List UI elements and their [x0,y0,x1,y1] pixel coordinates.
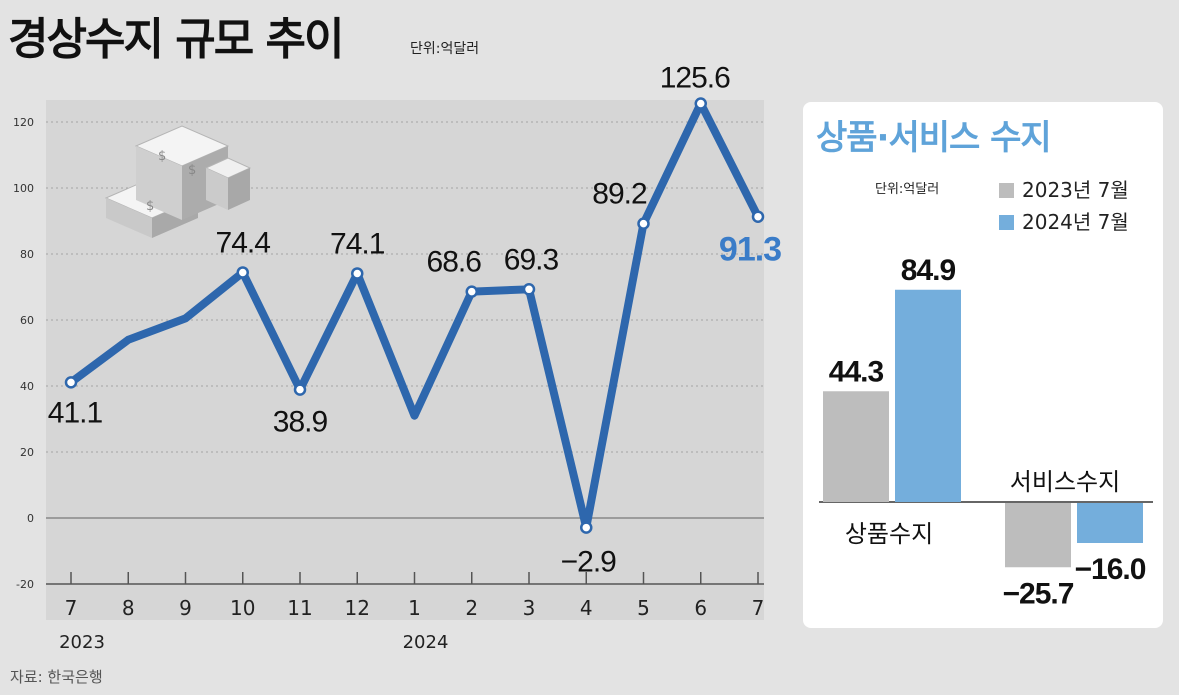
data-labels: 41.1 74.4 38.9 74.1 68.6 69.3 −2.9 89.2 125.6 91.… [48,62,782,579]
data-label: 41.1 [48,396,103,429]
data-point [64,376,78,389]
x-tick-label: 9 [179,596,192,620]
source-note: 자료: 한국은행 [10,668,103,686]
y-tick-label: 60 [20,314,34,327]
bar-chart: 44.3 −25.7 84.9 −16.0 상품수지 서비스수지 [819,254,1153,610]
data-label: 91.3 [719,231,781,269]
data-point [580,521,593,534]
y-tick-label: 40 [20,380,34,393]
category-label: 상품수지 [845,520,933,548]
data-label: 125.6 [660,62,730,95]
data-point [465,285,478,298]
year-label: 2023 [59,632,105,653]
x-tick-label: 12 [345,596,370,620]
bar [1005,503,1071,568]
year-label: 2024 [403,632,449,653]
data-label: 38.9 [273,406,328,439]
bar-value-label: 44.3 [829,355,884,388]
y-tick-label: 120 [13,116,34,129]
bar [823,391,889,502]
svg-text:$: $ [188,163,196,178]
x-tick-label: 6 [694,596,707,620]
goods-services-panel: 상품·서비스 수지 단위:억달러 2023년 7월 2024년 7월 44.3 −… [803,102,1163,628]
data-point [751,210,765,223]
svg-text:$: $ [146,199,154,214]
y-tick-label: 20 [20,446,34,459]
gridlines [46,121,764,585]
x-tick-label: 7 [752,596,765,620]
x-tick-label: 2 [465,596,478,620]
data-point [293,383,307,396]
data-label: 74.4 [216,226,271,259]
data-point [637,217,650,230]
x-tick-label: 11 [287,596,312,620]
data-label: 74.1 [330,227,385,260]
legend-swatch-2023 [999,183,1014,198]
bar-value-label: 84.9 [901,254,956,287]
money-stack-icon: $ $ $ [104,125,252,238]
data-label: −2.9 [561,546,617,579]
category-label: 서비스수지 [1010,468,1120,496]
y-axis-ticks: -20 0 20 40 60 80 100 120 [13,116,34,591]
x-tick-label: 5 [637,596,650,620]
unit-label: 단위:억달러 [410,41,480,57]
panel-title: 상품·서비스 수지 [816,118,1052,158]
svg-text:$: $ [158,149,166,164]
panel-unit-label: 단위:억달러 [875,182,940,197]
series-line-layer [64,97,765,534]
chart-title: 경상수지 규모 추이 [8,14,344,65]
data-label: 89.2 [592,178,647,211]
legend-label-2023: 2023년 7월 [1022,178,1129,202]
y-tick-label: 100 [13,182,34,195]
data-label: 69.3 [504,243,559,276]
data-point [522,283,536,296]
y-tick-label: 80 [20,248,34,261]
bar [895,289,961,502]
data-point [694,97,707,110]
legend-item-2023: 2023년 7월 [999,174,1129,203]
x-tick-label: 7 [65,596,78,620]
legend-swatch-2024 [999,215,1014,230]
data-point [236,266,249,279]
y-tick-label: 0 [27,512,34,525]
legend-label-2024: 2024년 7월 [1022,210,1129,234]
legend-item-2024: 2024년 7월 [999,206,1129,235]
bar-value-label: −16.0 [1075,553,1146,586]
x-tick-label: 8 [122,596,135,620]
data-label: 68.6 [427,246,482,279]
x-tick-label: 4 [580,596,593,620]
x-tick-label: 1 [408,596,421,620]
x-tick-label: 10 [230,596,255,620]
y-tick-label: -20 [16,578,34,591]
bar [1077,503,1143,543]
data-point [351,267,364,280]
bar-value-label: −25.7 [1003,577,1074,610]
x-tick-label: 3 [523,596,536,620]
